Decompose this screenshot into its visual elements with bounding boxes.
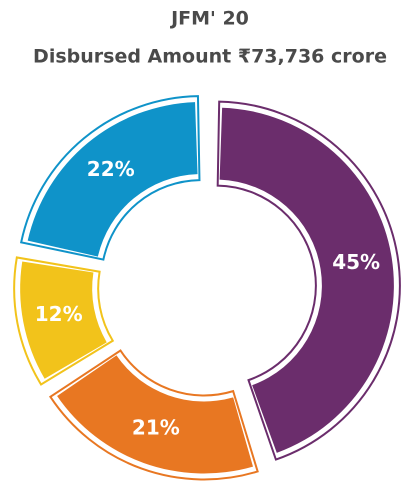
data-label: 22% xyxy=(87,157,135,181)
segment xyxy=(57,355,253,474)
data-label: 12% xyxy=(35,302,83,326)
chart-title: JFM' 20 xyxy=(169,8,249,30)
segment xyxy=(219,107,394,453)
data-label: 21% xyxy=(132,416,180,440)
data-label: 45% xyxy=(332,250,380,274)
segment xyxy=(20,261,107,379)
segment xyxy=(27,102,198,257)
chart-subtitle: Disbursed Amount ₹73,736 crore xyxy=(33,46,387,68)
